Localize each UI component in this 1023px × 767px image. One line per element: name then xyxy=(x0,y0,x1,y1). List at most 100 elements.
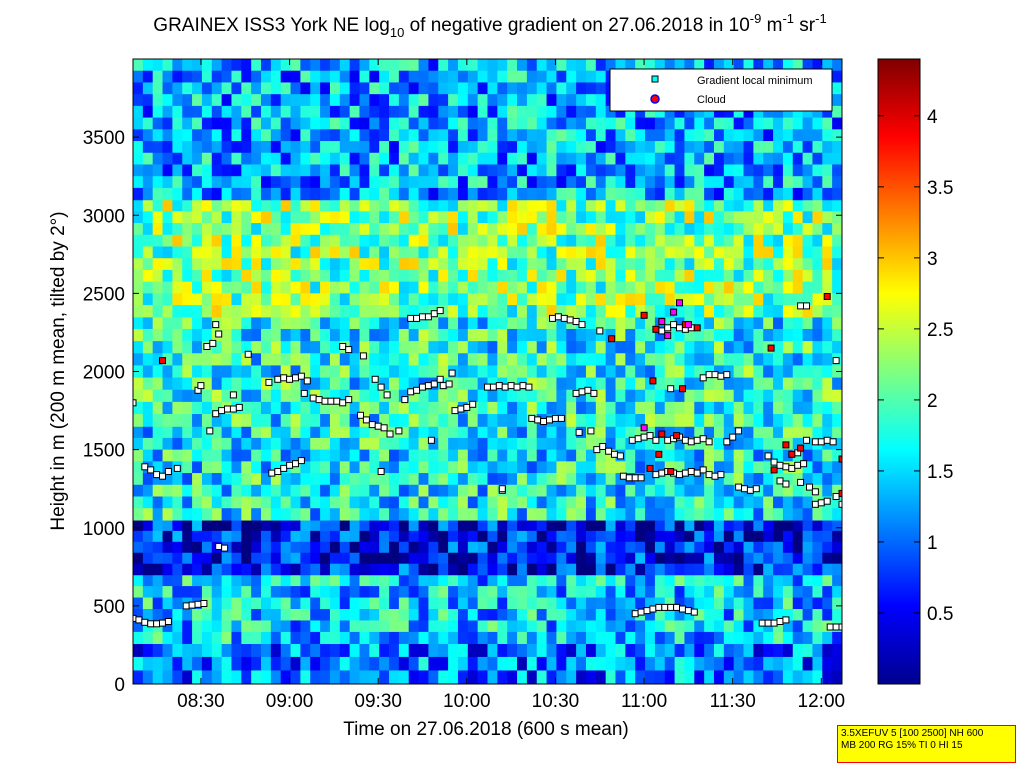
gradient-minimum-point xyxy=(806,483,813,491)
heatmap-cell xyxy=(310,414,321,427)
heatmap-cell xyxy=(172,269,183,283)
heatmap-cell xyxy=(389,656,400,672)
heatmap-cell xyxy=(822,484,833,498)
heatmap-cell xyxy=(211,473,223,486)
heatmap-cell xyxy=(645,141,656,154)
heatmap-cell xyxy=(329,328,341,342)
heatmap-cell xyxy=(270,105,282,119)
heatmap-cell xyxy=(408,541,420,554)
heatmap-cell xyxy=(566,82,577,95)
heatmap-cell xyxy=(615,328,626,342)
heatmap-cell xyxy=(674,341,686,354)
heatmap-cell xyxy=(280,176,292,189)
heatmap-cell xyxy=(201,293,213,306)
heatmap-cell xyxy=(487,117,498,130)
heatmap-cell xyxy=(763,414,774,427)
gradient-minimum-point xyxy=(209,339,217,347)
heatmap-cell xyxy=(152,223,164,236)
heatmap-cell xyxy=(270,508,282,521)
heatmap-cell xyxy=(398,508,410,521)
gradient-minimum-point xyxy=(782,463,790,471)
heatmap-cell xyxy=(477,234,489,248)
gradient-minimum-point xyxy=(823,436,831,444)
heatmap-cell xyxy=(359,597,370,610)
heatmap-cell xyxy=(832,258,842,271)
heatmap-cell xyxy=(585,552,597,565)
heatmap-cell xyxy=(369,563,380,576)
heatmap-cell xyxy=(457,377,469,391)
heatmap-cell xyxy=(270,552,282,565)
heatmap-cell xyxy=(339,552,351,565)
heatmap-cell xyxy=(280,164,292,177)
heatmap-cell xyxy=(664,176,676,189)
heatmap-cell xyxy=(467,530,479,543)
heatmap-cell xyxy=(389,164,400,177)
heatmap-cell xyxy=(320,437,331,451)
heatmap-cell xyxy=(300,473,311,486)
heatmap-cell xyxy=(467,365,479,379)
heatmap-cell xyxy=(398,563,410,576)
heatmap-cell xyxy=(517,199,528,212)
heatmap-cell xyxy=(782,508,794,521)
heatmap-cell xyxy=(290,258,302,271)
heatmap-cell xyxy=(782,199,794,212)
heatmap-cell xyxy=(507,199,518,212)
heatmap-cell xyxy=(566,552,577,565)
heatmap-cell xyxy=(615,461,626,474)
heatmap-cell xyxy=(389,437,400,451)
heatmap-cell xyxy=(625,508,636,521)
heatmap-cell xyxy=(211,141,223,154)
heatmap-cell xyxy=(162,82,173,95)
heatmap-cell xyxy=(723,211,735,224)
heatmap-cell xyxy=(733,552,745,565)
heatmap-cell xyxy=(172,541,183,554)
heatmap-cell xyxy=(211,496,223,509)
heatmap-cell xyxy=(477,631,489,644)
heatmap-cell xyxy=(536,164,548,177)
heatmap-cell xyxy=(674,670,686,684)
heatmap-cell xyxy=(172,670,183,684)
heatmap-cell xyxy=(832,341,842,354)
heatmap-cell xyxy=(349,473,361,486)
heatmap-cell xyxy=(418,293,430,306)
y-tick-label: 0 xyxy=(114,675,125,696)
heatmap-cell xyxy=(694,152,705,166)
heatmap-cell xyxy=(192,305,203,318)
heatmap-cell xyxy=(526,484,538,498)
heatmap-cell xyxy=(290,269,302,283)
heatmap-cell xyxy=(162,341,173,354)
heatmap-cell xyxy=(753,199,764,212)
heatmap-cell xyxy=(152,341,164,354)
heatmap-cell xyxy=(241,258,252,271)
heatmap-cell xyxy=(300,541,311,554)
heatmap-cell xyxy=(625,389,636,403)
heatmap-cell xyxy=(773,59,784,72)
heatmap-cell xyxy=(743,305,754,318)
heatmap-cell xyxy=(517,187,528,201)
heatmap-cell xyxy=(290,164,302,177)
heatmap-cell xyxy=(349,141,361,154)
heatmap-cell xyxy=(526,141,538,154)
heatmap-cell xyxy=(654,176,666,189)
heatmap-cell xyxy=(398,246,410,259)
gradient-minimum-point xyxy=(705,371,713,379)
gradient-minimum-point xyxy=(424,382,432,390)
heatmap-cell xyxy=(497,437,508,451)
heatmap-cell xyxy=(162,59,173,72)
heatmap-cell xyxy=(487,473,498,486)
heatmap-cell xyxy=(457,461,469,474)
heatmap-cell xyxy=(280,341,292,354)
x-tick-label: 10:00 xyxy=(443,691,491,712)
heatmap-cell xyxy=(526,426,538,439)
heatmap-cell xyxy=(497,656,508,672)
heatmap-cell xyxy=(438,563,449,576)
heatmap-cell xyxy=(133,223,144,236)
x-tick-label: 10:30 xyxy=(532,691,580,712)
heatmap-cell xyxy=(713,609,725,622)
heatmap-cell xyxy=(713,293,725,306)
marker-layer xyxy=(133,293,842,631)
heatmap-cell xyxy=(438,59,449,72)
heatmap-cell xyxy=(231,541,242,554)
heatmap-cell xyxy=(556,269,567,283)
heatmap-cell xyxy=(517,152,528,166)
